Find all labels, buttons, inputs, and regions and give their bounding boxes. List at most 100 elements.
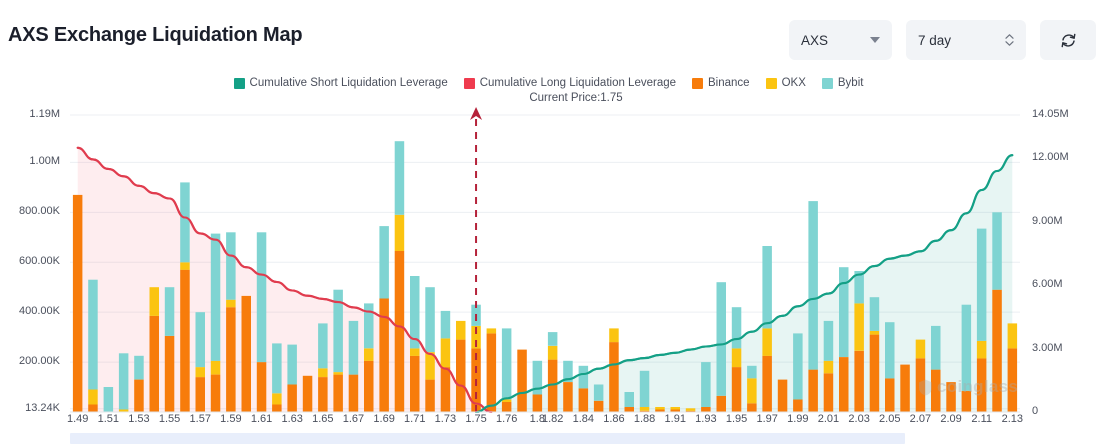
bar-segment-binance[interactable] (88, 404, 98, 413)
bar-segment-okx[interactable] (915, 339, 926, 359)
bar-segment-okx[interactable] (501, 399, 512, 403)
bar-segment-binance[interactable] (701, 407, 711, 412)
bar-segment-okx[interactable] (547, 345, 558, 360)
bar-segment-binance[interactable] (256, 362, 267, 412)
bar-segment-bybit[interactable] (593, 384, 604, 401)
bar-segment-binance[interactable] (195, 377, 206, 412)
bar-segment-okx[interactable] (1007, 323, 1018, 349)
bar-segment-binance[interactable] (731, 367, 742, 412)
bar-segment-bybit[interactable] (272, 343, 282, 394)
bar-segment-bybit[interactable] (854, 271, 864, 304)
bar-segment-okx[interactable] (210, 360, 221, 375)
bar-segment-okx[interactable] (670, 407, 681, 410)
bar-segment-okx[interactable] (394, 214, 405, 251)
bar-segment-okx[interactable] (731, 348, 742, 368)
bar-segment-okx[interactable] (440, 338, 451, 368)
bar-segment-okx[interactable] (456, 320, 466, 340)
bar-segment-binance[interactable] (394, 251, 405, 412)
bar-segment-bybit[interactable] (961, 304, 972, 391)
bar-segment-bybit[interactable] (379, 226, 389, 299)
bar-segment-binance[interactable] (410, 355, 420, 412)
bar-segment-binance[interactable] (425, 379, 435, 412)
bar-segment-okx[interactable] (118, 409, 129, 413)
bar-segment-binance[interactable] (1007, 348, 1018, 412)
bar-segment-okx[interactable] (655, 407, 665, 410)
bar-segment-bybit[interactable] (348, 320, 359, 375)
bar-segment-binance[interactable] (532, 394, 543, 413)
bar-segment-bybit[interactable] (624, 392, 635, 407)
bar-segment-okx[interactable] (318, 368, 328, 377)
bar-segment-bybit[interactable] (839, 267, 849, 357)
bar-segment-binance[interactable] (854, 350, 864, 412)
bar-segment-bybit[interactable] (976, 228, 987, 341)
bar-segment-binance[interactable] (685, 410, 696, 412)
bar-segment-okx[interactable] (226, 299, 236, 308)
bar-segment-bybit[interactable] (364, 303, 374, 349)
bar-segment-bybit[interactable] (885, 322, 895, 379)
bar-segment-bybit[interactable] (869, 297, 880, 331)
bar-segment-okx[interactable] (685, 408, 696, 411)
bar-segment-bybit[interactable] (992, 212, 1002, 290)
bar-segment-binance[interactable] (547, 359, 558, 412)
bar-segment-bybit[interactable] (118, 353, 129, 410)
bar-segment-bybit[interactable] (318, 323, 328, 369)
bar-segment-bybit[interactable] (639, 370, 650, 407)
bar-segment-binance[interactable] (364, 360, 374, 412)
bar-segment-bybit[interactable] (440, 310, 451, 339)
bar-segment-binance[interactable] (762, 355, 772, 412)
bar-segment-binance[interactable] (440, 367, 451, 412)
bar-segment-binance[interactable] (655, 409, 665, 413)
horizontal-range-slider[interactable] (70, 433, 905, 444)
bar-segment-binance[interactable] (869, 334, 880, 412)
bar-segment-okx[interactable] (854, 303, 864, 351)
bar-segment-bybit[interactable] (532, 360, 543, 395)
bar-segment-okx[interactable] (149, 287, 160, 316)
bar-segment-binance[interactable] (180, 269, 190, 412)
bar-segment-binance[interactable] (808, 369, 818, 412)
bar-segment-binance[interactable] (900, 364, 910, 412)
bar-segment-bybit[interactable] (410, 276, 420, 349)
bar-segment-binance[interactable] (517, 349, 527, 412)
bar-segment-binance[interactable] (839, 357, 849, 412)
bar-segment-okx[interactable] (639, 407, 650, 411)
bar-segment-okx[interactable] (195, 367, 206, 378)
bar-segment-bybit[interactable] (195, 312, 206, 368)
bar-segment-binance[interactable] (639, 410, 650, 412)
bar-segment-okx[interactable] (976, 340, 987, 359)
legend-item-binance[interactable]: Binance (692, 77, 750, 89)
symbol-select[interactable]: AXS (789, 20, 892, 60)
bar-segment-binance[interactable] (226, 307, 236, 412)
bar-segment-bybit[interactable] (88, 279, 98, 390)
bar-segment-binance[interactable] (333, 374, 343, 412)
bar-segment-binance[interactable] (777, 379, 788, 412)
bar-segment-bybit[interactable] (256, 232, 267, 363)
bar-segment-bybit[interactable] (793, 333, 803, 400)
legend-item-cumulative-long-liquidation-leverage[interactable]: Cumulative Long Liquidation Leverage (463, 77, 676, 89)
bar-segment-bybit[interactable] (716, 282, 727, 396)
bar-segment-binance[interactable] (716, 395, 727, 412)
bar-segment-okx[interactable] (410, 348, 420, 356)
bar-segment-bybit[interactable] (808, 201, 818, 370)
bar-segment-binance[interactable] (501, 402, 512, 412)
bar-segment-bybit[interactable] (747, 365, 757, 379)
bar-segment-binance[interactable] (72, 194, 83, 412)
bar-segment-okx[interactable] (364, 348, 374, 361)
bar-segment-okx[interactable] (333, 372, 343, 375)
range-stepper[interactable]: 7 day (906, 20, 1026, 60)
bar-segment-binance[interactable] (456, 339, 466, 412)
bar-segment-bybit[interactable] (134, 355, 144, 380)
refresh-button[interactable] (1040, 20, 1096, 60)
bar-segment-okx[interactable] (762, 328, 772, 356)
bar-segment-binance[interactable] (593, 400, 604, 412)
bar-segment-bybit[interactable] (563, 360, 573, 382)
bar-segment-binance[interactable] (241, 295, 252, 412)
bar-segment-bybit[interactable] (333, 289, 343, 373)
bar-segment-binance[interactable] (348, 374, 359, 412)
bar-segment-binance[interactable] (302, 375, 313, 412)
bar-segment-binance[interactable] (318, 377, 328, 412)
bar-segment-bybit[interactable] (762, 246, 772, 329)
bar-segment-binance[interactable] (670, 409, 681, 413)
bar-segment-binance[interactable] (961, 390, 972, 412)
bar-segment-okx[interactable] (747, 378, 757, 404)
bar-segment-okx[interactable] (486, 328, 497, 334)
